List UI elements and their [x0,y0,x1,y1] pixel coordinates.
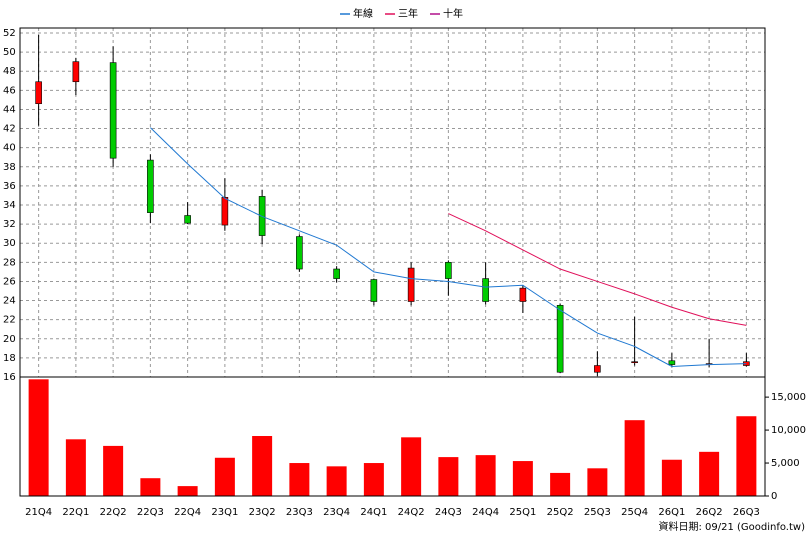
x-tick-label: 23Q1 [211,507,238,518]
volume-bar [140,478,161,496]
x-tick-label: 24Q4 [472,507,499,518]
candle-body [556,305,564,373]
legend-label: 十年 [443,7,463,20]
candle-body [333,268,340,279]
candle-body [519,287,527,302]
volume-bar [289,463,310,496]
volume-bar [661,459,682,496]
x-tick-label: 24Q1 [360,507,387,518]
volume-bar [587,468,608,496]
y2-tick-label: 5,000 [771,458,800,469]
y-tick-label: 48 [3,66,16,77]
moving-average-line [448,213,747,326]
candle-body [370,279,378,302]
volume-bar [252,436,273,496]
volume-frame [19,376,766,497]
y2-tick-label: 10,000 [771,425,806,436]
candle-body [594,365,601,373]
x-tick-label: 25Q4 [621,507,648,518]
volume-bar [736,416,757,496]
y-tick-label: 20 [3,334,16,345]
candle-body [147,159,154,213]
y2-tick-label: 0 [771,491,777,502]
x-tick-label: 26Q1 [658,507,685,518]
candle-body [35,81,42,105]
moving-average-line [150,127,747,367]
candle-body [445,262,452,279]
y-tick-label: 22 [3,315,16,326]
volume-bar [475,455,496,496]
y-tick-label: 28 [3,257,16,268]
x-tick-label: 25Q3 [584,507,611,518]
volume-bar [401,437,422,496]
y2-tick-label: 15,000 [771,392,806,403]
y-tick-label: 16 [3,372,16,383]
x-tick-label: 25Q1 [509,507,536,518]
volume-bar [103,445,124,496]
volume-bar [177,486,198,496]
legend-label: 年線 [353,7,373,20]
legend-label: 三年 [398,7,418,20]
volume-bar [624,420,645,496]
x-tick-label: 22Q1 [62,507,89,518]
candle-body [482,278,489,302]
volume-bar [326,466,347,496]
y-tick-label: 44 [3,104,16,115]
y-tick-label: 42 [3,124,16,135]
candle-body [221,197,229,226]
x-tick-label: 24Q2 [398,507,425,518]
x-tick-label: 22Q4 [174,507,201,518]
y-tick-label: 32 [3,219,16,230]
volume-bar [438,457,459,496]
candle-body [72,61,80,83]
y-tick-label: 26 [3,276,16,287]
y-tick-label: 30 [3,238,16,249]
x-tick-label: 22Q3 [137,507,164,518]
volume-bar [28,379,49,496]
x-tick-label: 23Q3 [286,507,313,518]
y-tick-label: 34 [3,200,16,211]
y-tick-label: 46 [3,85,16,96]
x-tick-label: 26Q3 [733,507,760,518]
x-tick-label: 21Q4 [25,507,52,518]
x-tick-label: 26Q2 [696,507,723,518]
y-tick-label: 18 [3,353,16,364]
candle-body [407,267,415,302]
volume-bar [65,439,86,496]
volume-bar [550,472,571,496]
y-tick-label: 38 [3,162,16,173]
x-tick-label: 23Q2 [249,507,276,518]
volume-bar [699,451,720,496]
y-tick-label: 40 [3,143,16,154]
volume-bar [512,461,533,496]
candle-body [296,236,303,270]
x-tick-label: 24Q3 [435,507,462,518]
y-tick-label: 24 [3,296,16,307]
candle-body [109,62,117,159]
source-note: 資料日期: 09/21 (Goodinfo.tw) [658,520,805,533]
y-tick-label: 50 [3,47,16,58]
x-tick-label: 22Q2 [100,507,127,518]
x-tick-label: 25Q2 [547,507,574,518]
volume-bar [214,457,235,496]
y-tick-label: 52 [3,28,16,39]
x-tick-label: 23Q4 [323,507,350,518]
candle-body [668,360,676,365]
candle-body [184,215,191,224]
volume-bar [363,463,384,496]
y-tick-label: 36 [3,181,16,192]
candle-body [631,361,638,364]
